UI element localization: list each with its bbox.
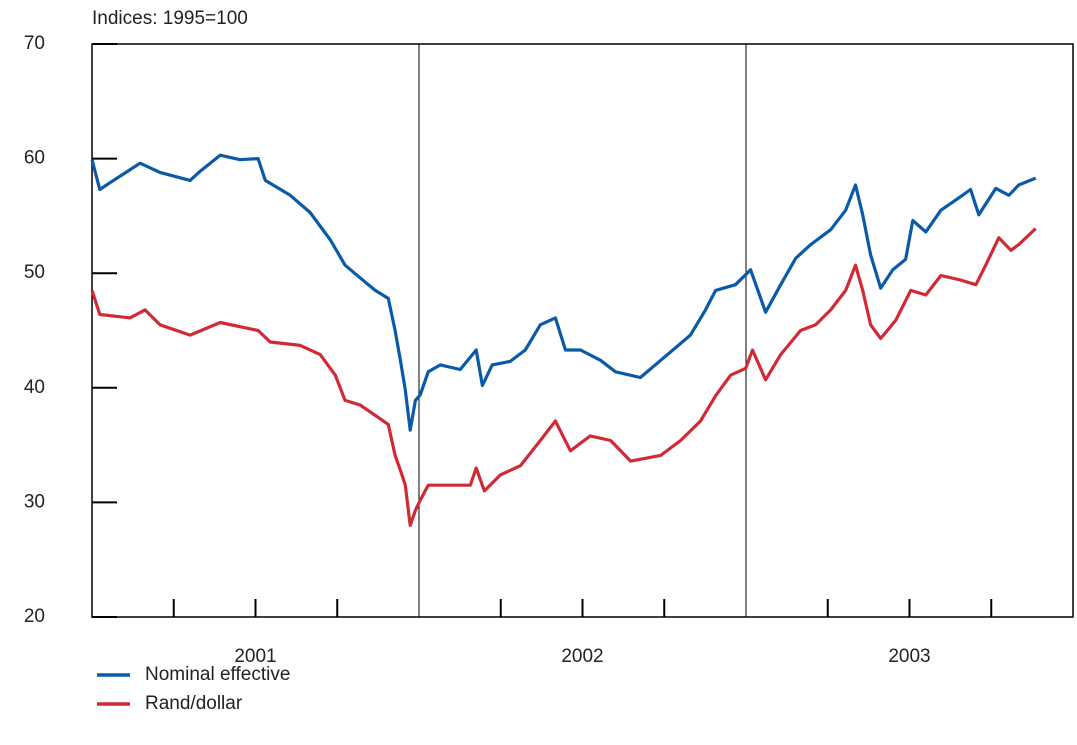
legend-label: Nominal effective [145,664,290,685]
x-tick-label: 2002 [561,646,603,667]
data-line [90,153,1037,432]
x-tick-label: 2001 [234,646,276,667]
y-tick-label: 70 [24,33,45,54]
y-tick-label: 20 [24,606,45,627]
data-line [90,227,1037,527]
y-tick-label: 40 [24,377,45,398]
y-tick-label: 30 [24,491,45,512]
legend-label: Rand/dollar [145,693,243,714]
y-tick-label: 50 [24,262,45,283]
y-tick-label: 60 [24,148,45,169]
plot-frame [91,43,1074,618]
x-tick-label: 2003 [888,646,930,667]
axis-label: Indices: 1995=100 [92,8,248,29]
